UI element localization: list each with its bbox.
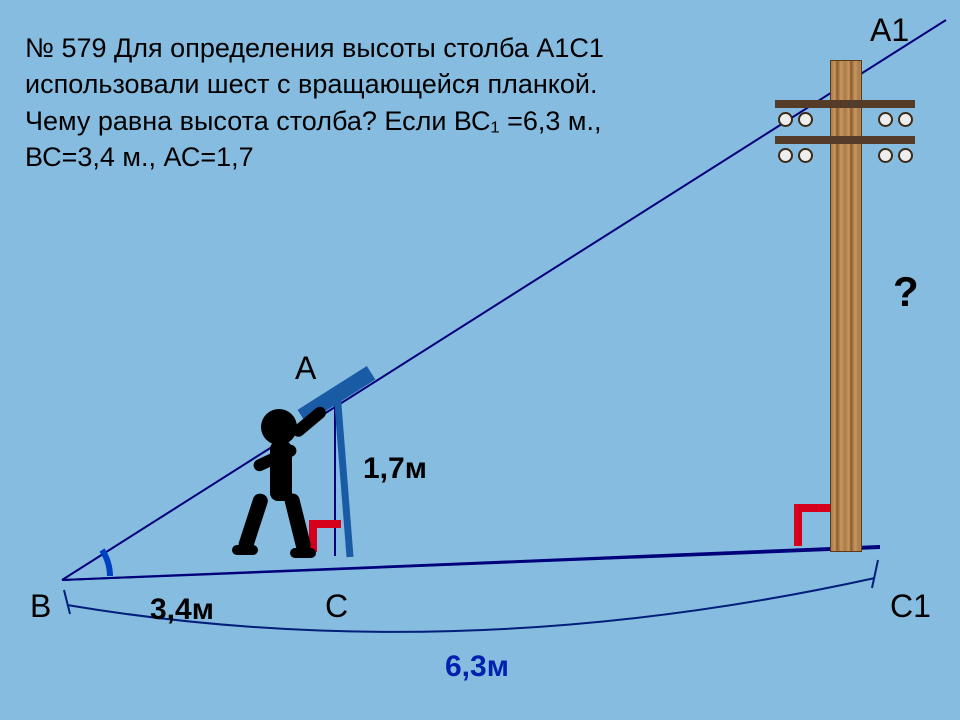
problem-body: Для определения высоты столба А1С1 испол… (25, 33, 604, 172)
measure-bc: 3,4м (150, 593, 214, 627)
insulator-icon (898, 112, 913, 127)
label-c: С (325, 588, 348, 625)
insulator-icon (778, 148, 793, 163)
label-a1: А1 (870, 12, 909, 49)
utility-pole (830, 60, 862, 552)
insulator-icon (898, 148, 913, 163)
insulator-icon (798, 112, 813, 127)
measuring-pole (337, 392, 350, 557)
right-angle-c (313, 524, 341, 552)
insulator-icon (798, 148, 813, 163)
dim-tick-left (64, 590, 70, 614)
measure-bc1: 6,3м (445, 650, 509, 684)
dim-tick-right (872, 560, 878, 588)
problem-statement: № 579 Для определения высоты столба А1С1… (25, 30, 665, 176)
pole-crossarm-bottom (775, 136, 915, 144)
label-a: А (295, 350, 316, 387)
measure-ac: 1,7м (363, 452, 427, 486)
insulator-icon (878, 112, 893, 127)
insulator-icon (778, 112, 793, 127)
insulator-icon (878, 148, 893, 163)
plank-pivot (330, 393, 340, 403)
problem-number: № 579 (25, 33, 107, 63)
line-b-c1 (62, 546, 880, 580)
pole-crossarm-top (775, 100, 915, 108)
label-question: ? (893, 268, 919, 316)
label-b: В (30, 588, 51, 625)
angle-arc (102, 550, 110, 576)
label-c1: С1 (890, 588, 931, 625)
